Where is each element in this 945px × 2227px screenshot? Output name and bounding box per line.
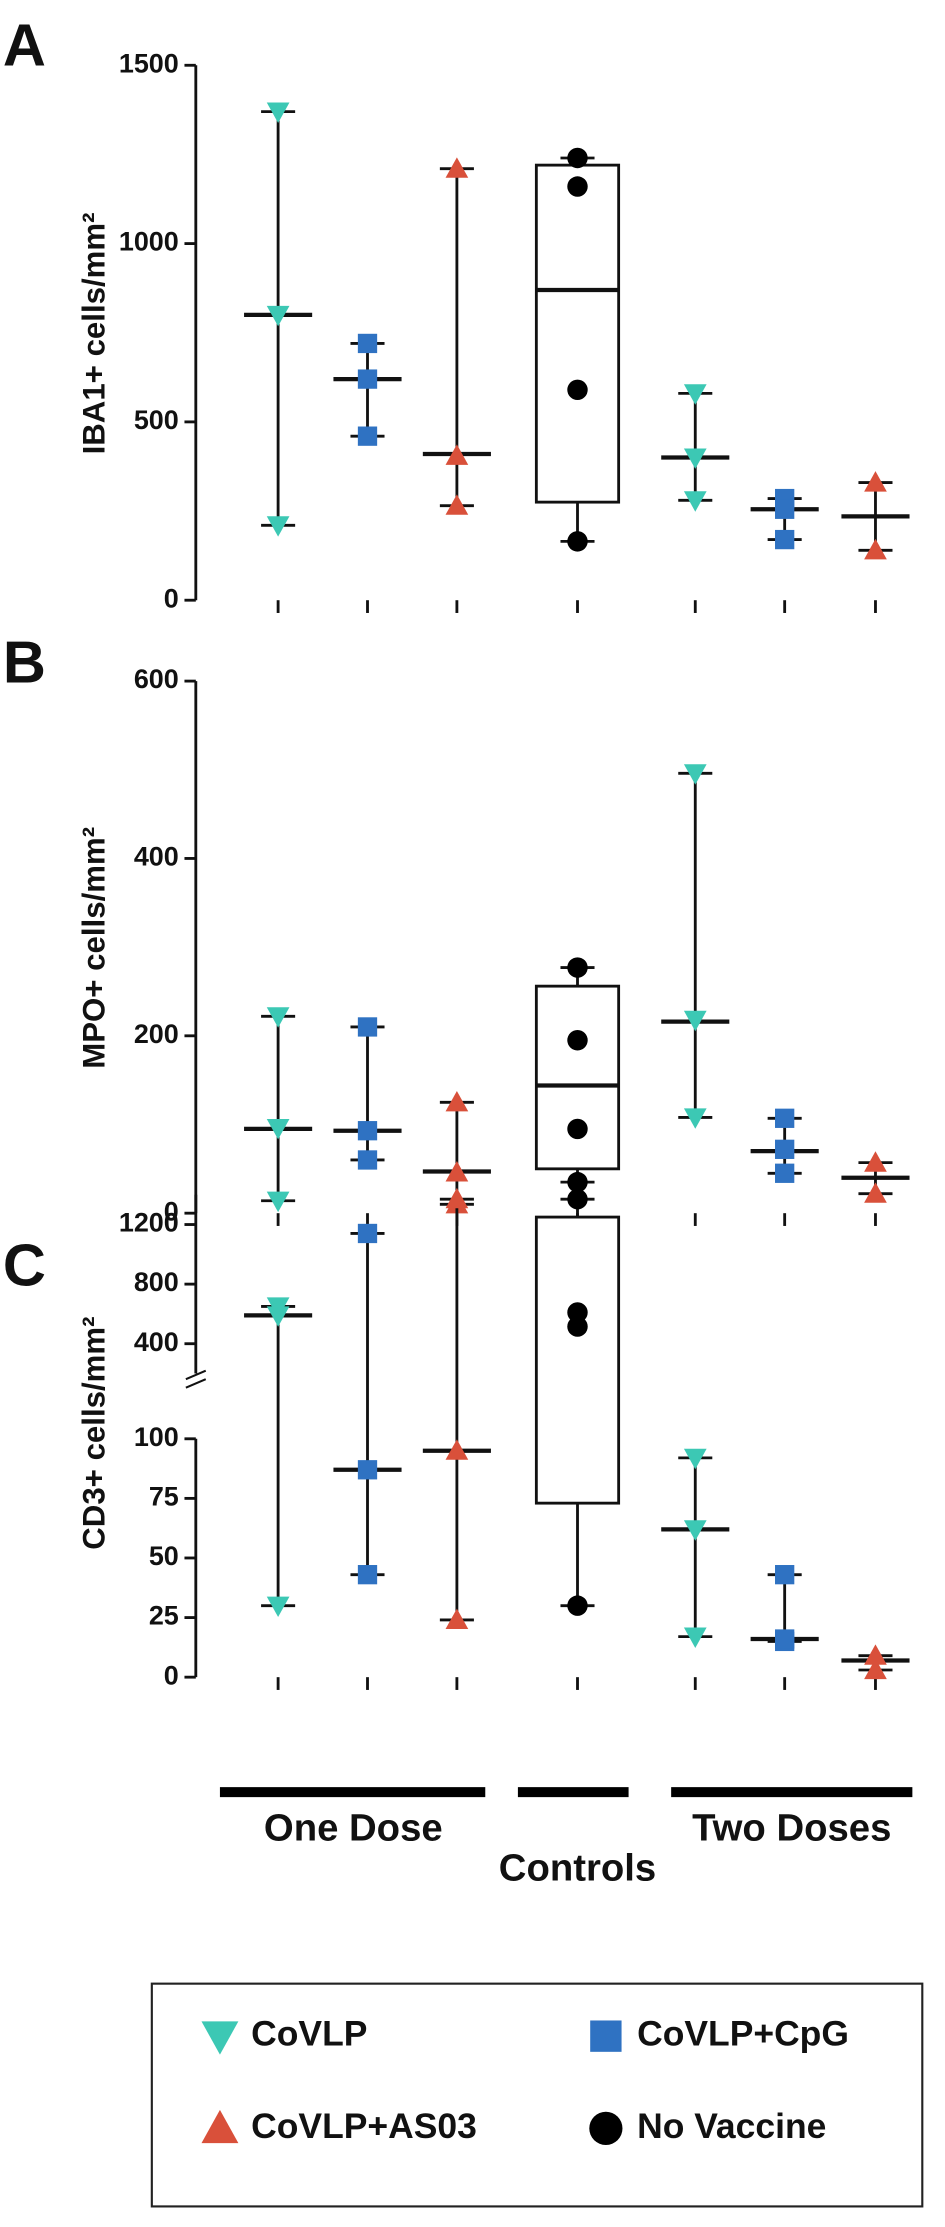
marker bbox=[683, 384, 707, 405]
panel-label: B bbox=[3, 629, 46, 696]
marker bbox=[775, 1163, 795, 1183]
y-tick-label: 400 bbox=[134, 1327, 179, 1357]
marker bbox=[864, 1644, 887, 1665]
box bbox=[534, 1215, 621, 1505]
marker bbox=[266, 516, 290, 537]
y-axis-label: IBA1+ cells/mm² bbox=[77, 212, 112, 454]
y-tick-label: 600 bbox=[134, 664, 179, 694]
y-tick-label: 25 bbox=[149, 1601, 179, 1631]
marker bbox=[775, 1565, 795, 1585]
marker bbox=[567, 1030, 588, 1051]
marker bbox=[357, 1565, 378, 1585]
marker bbox=[683, 1448, 707, 1470]
marker bbox=[683, 1627, 707, 1648]
marker bbox=[357, 369, 378, 389]
marker bbox=[266, 1007, 290, 1028]
marker bbox=[445, 1608, 469, 1630]
marker bbox=[567, 1316, 588, 1337]
panel-label: C bbox=[3, 1232, 46, 1299]
marker bbox=[266, 102, 290, 123]
marker bbox=[864, 1658, 887, 1680]
marker bbox=[567, 147, 588, 169]
y-tick-label: 1200 bbox=[119, 1208, 179, 1238]
marker bbox=[445, 157, 469, 178]
y-tick-label: 0 bbox=[164, 1196, 179, 1226]
marker bbox=[266, 1596, 290, 1618]
marker bbox=[357, 1121, 378, 1141]
marker bbox=[567, 1118, 588, 1140]
marker bbox=[567, 176, 588, 197]
y-tick-label: 400 bbox=[134, 842, 179, 872]
y-tick-label: 0 bbox=[164, 1660, 179, 1690]
legend-box bbox=[150, 1982, 924, 2208]
box bbox=[534, 984, 621, 1171]
marker bbox=[445, 1161, 469, 1182]
marker bbox=[775, 1108, 795, 1128]
box bbox=[534, 163, 621, 504]
group-label: Two Doses bbox=[692, 1807, 891, 1850]
marker bbox=[445, 1187, 469, 1209]
marker bbox=[775, 499, 795, 519]
marker bbox=[201, 2109, 239, 2144]
marker bbox=[567, 1188, 588, 1210]
y-tick-label: 1000 bbox=[119, 227, 179, 257]
marker bbox=[445, 1439, 469, 1460]
panel-label: A bbox=[3, 11, 46, 78]
axis-break bbox=[185, 1369, 207, 1389]
y-tick-label: 75 bbox=[149, 1482, 179, 1512]
marker bbox=[445, 444, 469, 465]
y-tick-label: 0 bbox=[164, 583, 179, 613]
marker bbox=[864, 538, 887, 560]
y-tick-label: 50 bbox=[149, 1541, 179, 1571]
marker bbox=[683, 1520, 707, 1541]
legend-label: CoVLP+AS03 bbox=[251, 2106, 477, 2146]
y-axis-label: CD3+ cells/mm² bbox=[77, 1316, 112, 1549]
group-label: One Dose bbox=[264, 1807, 443, 1850]
legend-label: CoVLP bbox=[251, 2014, 367, 2054]
y-tick-label: 100 bbox=[134, 1422, 179, 1452]
marker bbox=[357, 1460, 378, 1480]
marker bbox=[864, 1151, 887, 1172]
marker bbox=[775, 529, 795, 550]
marker bbox=[775, 1629, 795, 1649]
marker bbox=[864, 471, 887, 492]
marker bbox=[567, 957, 588, 978]
marker bbox=[567, 379, 588, 401]
y-axis-label: MPO+ cells/mm² bbox=[77, 827, 112, 1069]
legend-label: CoVLP+CpG bbox=[637, 2014, 849, 2054]
marker bbox=[266, 1306, 290, 1327]
group-label: Controls bbox=[499, 1846, 656, 1889]
marker bbox=[683, 448, 707, 469]
marker bbox=[445, 494, 469, 515]
marker bbox=[567, 531, 588, 552]
y-tick-label: 1500 bbox=[119, 48, 179, 78]
marker bbox=[683, 1108, 707, 1129]
y-tick-label: 200 bbox=[134, 1019, 179, 1049]
marker bbox=[266, 1191, 290, 1213]
marker bbox=[683, 491, 707, 512]
marker bbox=[683, 764, 707, 785]
marker bbox=[567, 1171, 588, 1193]
marker bbox=[357, 426, 378, 446]
marker bbox=[266, 305, 290, 327]
marker bbox=[201, 2021, 239, 2055]
y-tick-label: 800 bbox=[134, 1267, 179, 1297]
marker bbox=[775, 1139, 795, 1159]
marker bbox=[864, 1182, 887, 1203]
marker bbox=[357, 1223, 378, 1244]
marker bbox=[445, 1090, 469, 1112]
marker bbox=[567, 1595, 588, 1616]
marker bbox=[357, 1017, 378, 1037]
marker bbox=[357, 1150, 378, 1170]
marker bbox=[567, 1302, 588, 1323]
marker bbox=[357, 333, 378, 354]
marker bbox=[683, 1010, 707, 1032]
marker bbox=[590, 2020, 622, 2052]
marker bbox=[266, 1118, 290, 1140]
legend-label: No Vaccine bbox=[637, 2106, 826, 2146]
marker bbox=[589, 2111, 623, 2145]
y-tick-label: 500 bbox=[134, 405, 179, 435]
